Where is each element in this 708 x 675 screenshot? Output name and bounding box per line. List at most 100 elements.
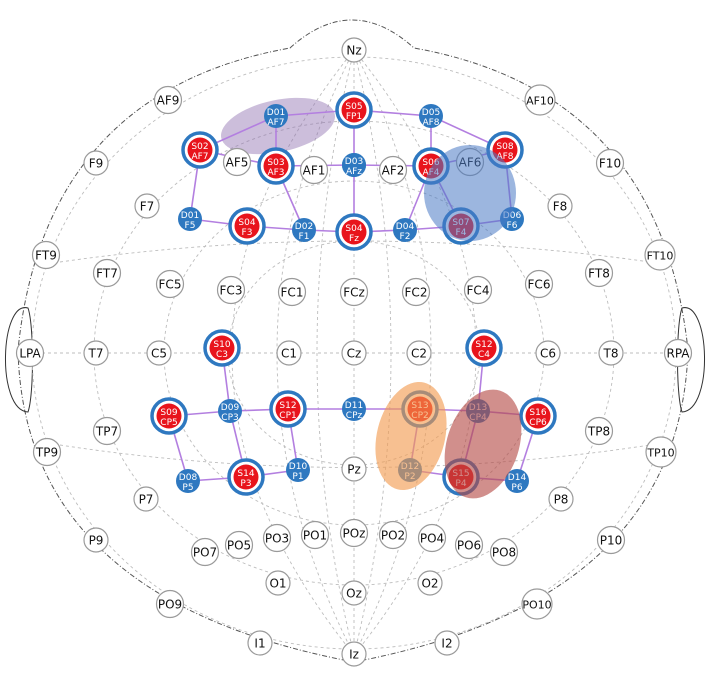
electrode-fc3[interactable]: FC3: [216, 275, 246, 305]
detector-sublabel: AF8: [422, 118, 439, 128]
source-label: S02: [191, 142, 208, 152]
electrode-ft9[interactable]: FT9: [31, 240, 61, 270]
electrode-p8[interactable]: P8: [548, 486, 574, 512]
electrode-marker: [434, 630, 460, 656]
electrode-marker: [645, 436, 677, 468]
electrode-po2[interactable]: PO2: [378, 520, 408, 550]
electrode-o2[interactable]: O2: [417, 570, 443, 596]
electrode-af5[interactable]: AF5: [222, 147, 252, 177]
electrode-fc1[interactable]: FC1: [277, 277, 307, 307]
electrode-ft10[interactable]: FT10: [644, 239, 676, 271]
electrode-marker: [339, 518, 369, 548]
electrode-marker: [417, 570, 443, 596]
electrode-marker: [216, 275, 246, 305]
electrode-c6[interactable]: C6: [535, 340, 561, 366]
electrode-cz[interactable]: Cz: [341, 340, 367, 366]
source-sublabel: AF3: [267, 168, 284, 178]
electrode-af9[interactable]: AF9: [153, 85, 183, 115]
electrode-ft8[interactable]: FT8: [584, 258, 614, 288]
electrode-marker: [595, 148, 625, 178]
electrode-t7[interactable]: T7: [83, 340, 109, 366]
electrode-c2[interactable]: C2: [406, 340, 432, 366]
electrode-lpa[interactable]: LPA: [15, 338, 45, 368]
electrode-f9[interactable]: F9: [83, 150, 109, 176]
electrode-po10[interactable]: PO10: [521, 588, 553, 620]
electrode-po7[interactable]: PO7: [190, 537, 220, 567]
electrode-p10[interactable]: P10: [596, 525, 626, 555]
electrode-i2[interactable]: I2: [434, 630, 460, 656]
electrode-i1[interactable]: I1: [247, 630, 273, 656]
electrode-oz[interactable]: Oz: [341, 580, 367, 606]
electrode-p7[interactable]: P7: [133, 486, 159, 512]
electrode-fc6[interactable]: FC6: [524, 269, 554, 299]
electrode-af10[interactable]: AF10: [524, 84, 556, 116]
detector-label: D03: [345, 157, 363, 167]
electrode-tp7[interactable]: TP7: [92, 416, 122, 446]
electrode-label: PO2: [381, 529, 405, 543]
electrode-p9[interactable]: P9: [83, 527, 109, 553]
electrode-c5[interactable]: C5: [146, 340, 172, 366]
electrode-fc2[interactable]: FC2: [401, 277, 431, 307]
electrode-nz[interactable]: Nz: [341, 37, 367, 63]
electrode-iz[interactable]: Iz: [341, 641, 367, 667]
electrode-marker: [277, 277, 307, 307]
electrode-label: C1: [281, 347, 297, 361]
electrode-fc4[interactable]: FC4: [463, 275, 493, 305]
electrode-label: Oz: [346, 587, 362, 601]
electrode-fcz[interactable]: FCz: [339, 277, 369, 307]
electrode-po6[interactable]: PO6: [454, 530, 484, 560]
electrode-label: F9: [89, 157, 104, 171]
electrode-c1[interactable]: C1: [276, 340, 302, 366]
electrode-label: Pz: [347, 463, 361, 477]
electrode-af1[interactable]: AF1: [299, 155, 329, 185]
detector-marker: [419, 104, 443, 128]
electrode-ft7[interactable]: FT7: [92, 258, 122, 288]
electrode-af2[interactable]: AF2: [378, 155, 408, 185]
electrode-label: PO3: [265, 532, 289, 546]
electrode-poz[interactable]: POz: [339, 518, 369, 548]
electrode-rpa[interactable]: RPA: [663, 338, 693, 368]
electrode-po3[interactable]: PO3: [262, 523, 292, 553]
electrode-o1[interactable]: O1: [265, 570, 291, 596]
detector-sublabel: AFz: [346, 167, 362, 177]
electrode-marker: [341, 641, 367, 667]
electrode-f10[interactable]: F10: [595, 148, 625, 178]
electrode-marker: [463, 275, 493, 305]
electrode-po1[interactable]: PO1: [300, 520, 330, 550]
electrode-tp10[interactable]: TP10: [645, 436, 677, 468]
electrode-po9[interactable]: PO9: [155, 589, 185, 619]
electrode-tp9[interactable]: TP9: [32, 437, 62, 467]
electrode-t8[interactable]: T8: [598, 340, 624, 366]
electrode-f8[interactable]: F8: [547, 193, 573, 219]
electrode-marker: [83, 527, 109, 553]
electrode-f7[interactable]: F7: [134, 193, 160, 219]
electrode-po8[interactable]: PO8: [489, 537, 519, 567]
electrode-fc5[interactable]: FC5: [155, 269, 185, 299]
electrode-po4[interactable]: PO4: [417, 523, 447, 553]
electrode-po5[interactable]: PO5: [224, 530, 254, 560]
electrode-pz[interactable]: Pz: [341, 456, 367, 482]
electrode-tp8[interactable]: TP8: [584, 416, 614, 446]
